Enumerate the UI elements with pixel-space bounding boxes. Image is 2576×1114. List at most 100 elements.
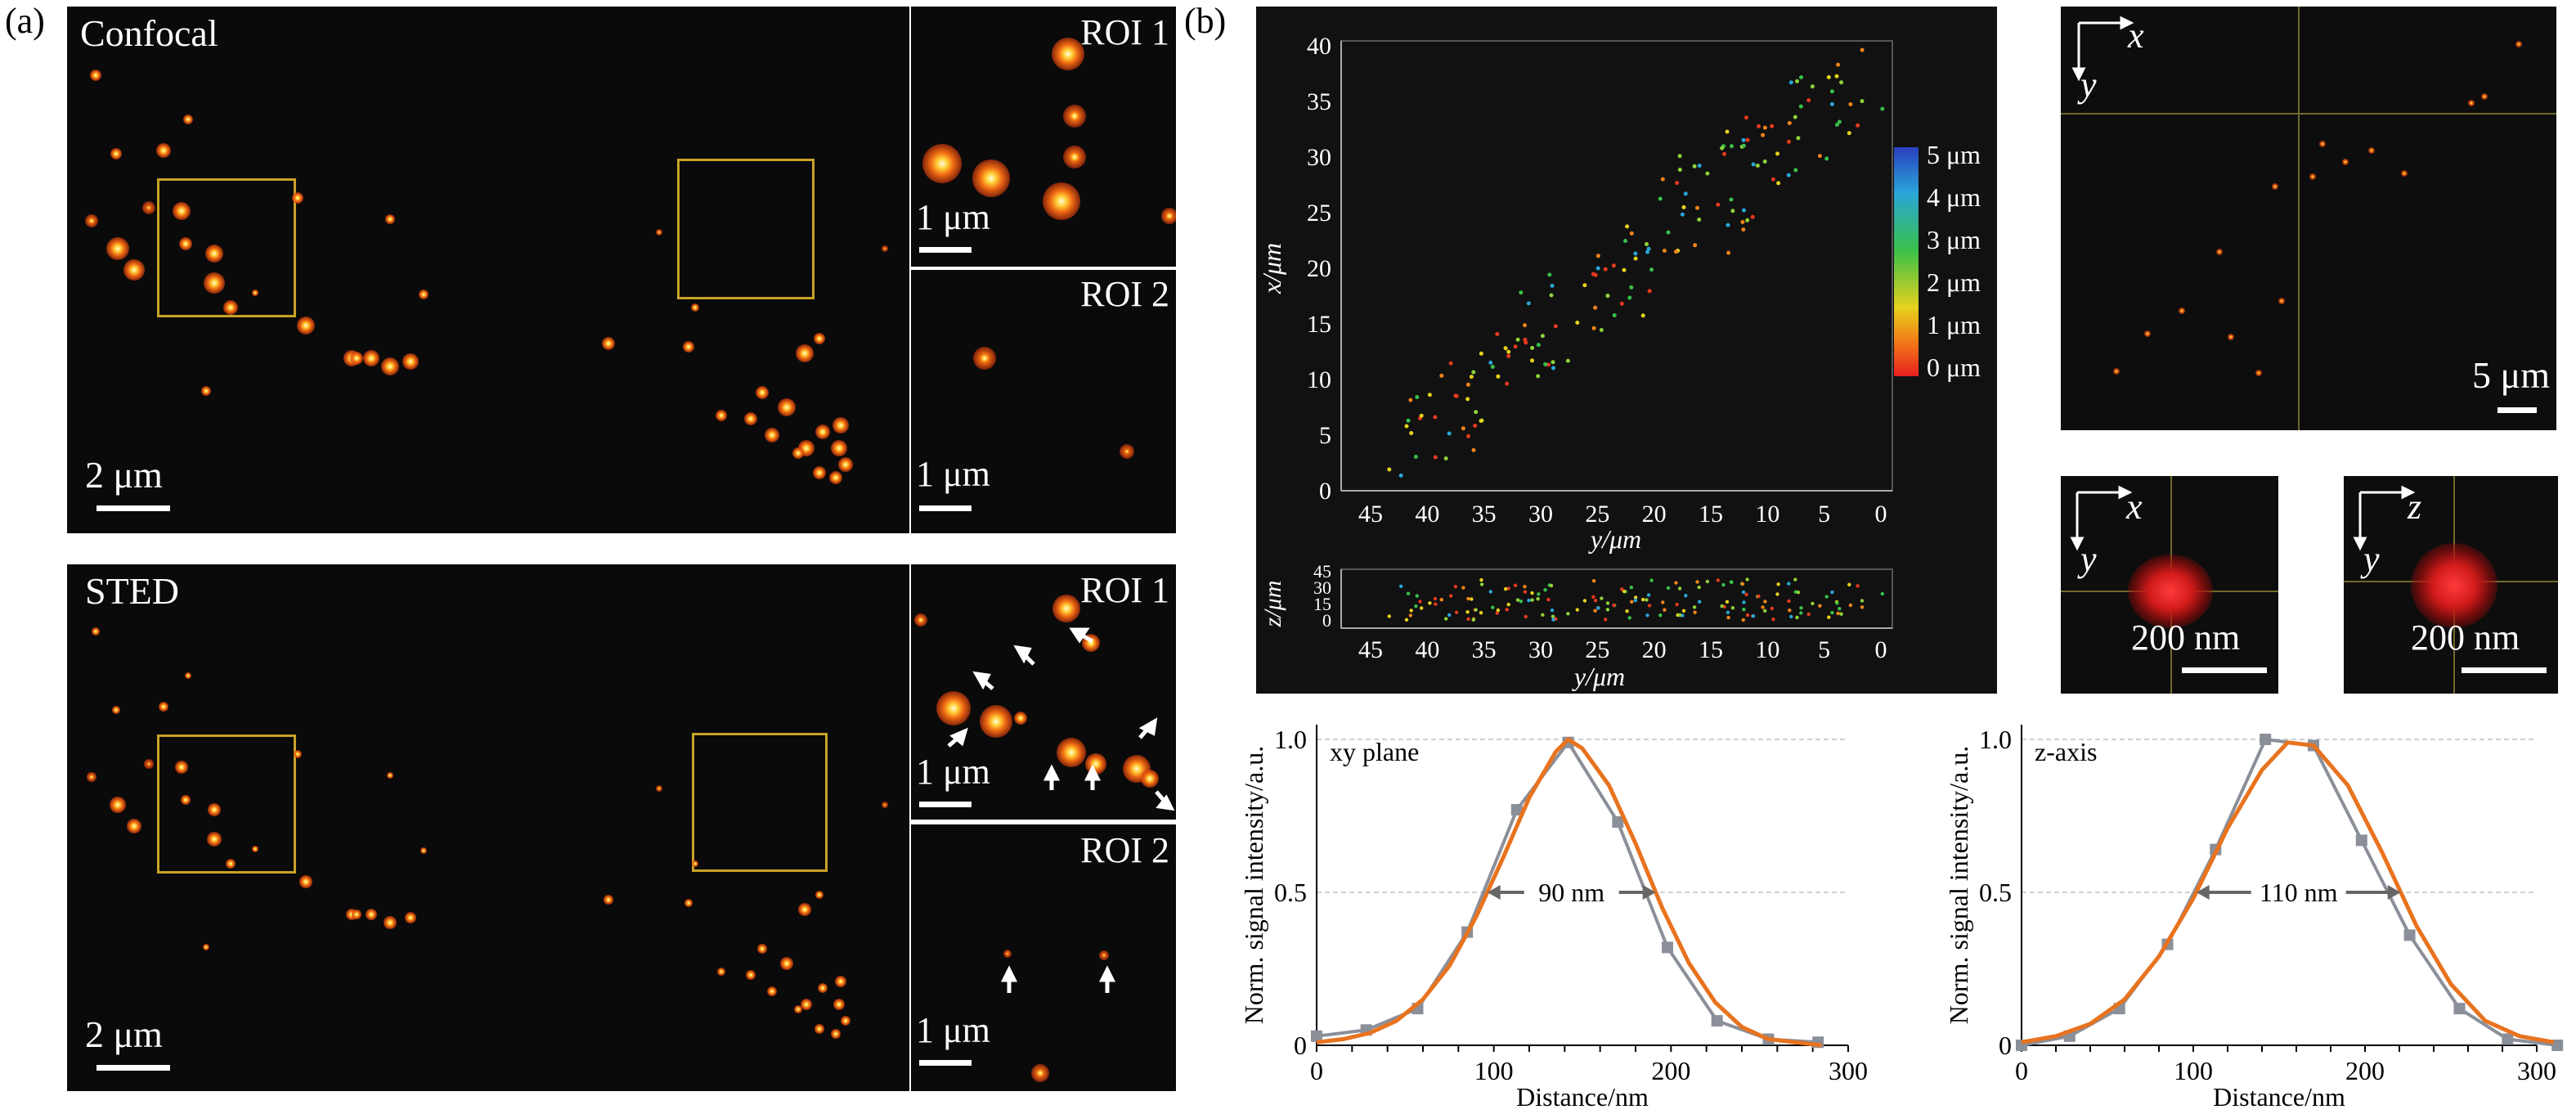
localization-point: [1633, 256, 1638, 261]
fluorescent-spot: [2255, 370, 2262, 376]
psf-xy-spot: [2128, 555, 2213, 628]
x-tick-label: 200: [2345, 1056, 2385, 1085]
side-point: [1799, 606, 1803, 610]
side-point: [1848, 603, 1853, 608]
fluorescent-spot: [756, 386, 769, 399]
fluorescent-spot: [2179, 308, 2185, 314]
side-point: [1692, 605, 1697, 609]
fluorescent-spot: [716, 410, 727, 421]
localization-point: [1740, 220, 1745, 224]
side-point: [1776, 582, 1780, 586]
depth-colorbar: [1894, 147, 1919, 376]
scatter-xtick: 10: [1755, 501, 1779, 528]
scatter-ytick: 25: [1307, 200, 1331, 227]
localization-point: [1469, 375, 1474, 380]
data-point: [2355, 834, 2367, 847]
side-point: [1787, 582, 1791, 586]
fluorescent-spot: [604, 895, 613, 905]
fluorescent-spot: [656, 229, 662, 236]
fluorescent-spot: [683, 341, 694, 353]
side-point: [1491, 605, 1495, 609]
side-point: [1741, 590, 1746, 595]
confocal-scale-bar: [96, 505, 170, 511]
fluorescent-spot: [297, 317, 315, 335]
y-tick-label: 0: [1294, 1031, 1307, 1060]
side-point: [1596, 606, 1600, 610]
x-tick-label: 0: [2015, 1056, 2028, 1085]
side-point: [1827, 615, 1831, 619]
scatter-ytick: 15: [1307, 311, 1331, 338]
confocal-title: Confocal: [80, 12, 218, 54]
localization-point: [1829, 101, 1834, 106]
scatter-ytick: 35: [1307, 88, 1331, 115]
localization-point: [1806, 98, 1811, 103]
fluorescent-spot: [110, 148, 122, 159]
scatter-3d-panel: 40 35 30 25 20 15 10 5 0 45 40 35 30 25 20 15 10 5 0 x/μm…: [1256, 7, 1997, 694]
fwhm-arrowhead-left: [2196, 885, 2210, 900]
localization-point: [1798, 104, 1803, 109]
localization-point: [1677, 168, 1682, 172]
x-axis-label: Distance/nm: [1516, 1082, 1649, 1109]
side-point: [1698, 600, 1702, 604]
localization-point: [1647, 289, 1652, 294]
fwhm-label: 110 nm: [2260, 878, 2338, 907]
fluorescent-spot: [1141, 770, 1159, 788]
localization-point: [1413, 455, 1418, 459]
localization-point: [1439, 373, 1444, 378]
side-point: [1470, 597, 1474, 601]
localization-point: [1839, 80, 1844, 85]
localization-point: [1697, 218, 1702, 222]
side-point: [1757, 594, 1761, 599]
fluorescent-spot: [2309, 173, 2316, 180]
side-point: [1433, 596, 1438, 601]
localization-point: [1680, 212, 1685, 217]
side-frame: [1340, 568, 1893, 629]
side-point: [1627, 616, 1631, 620]
side-point: [1399, 584, 1403, 588]
fluorescent-spot: [815, 891, 824, 899]
localization-point: [1625, 224, 1630, 229]
sted-roi2-title: ROI 2: [1080, 830, 1169, 870]
localization-point: [1692, 164, 1697, 168]
localization-point: [1448, 361, 1453, 366]
scatter-frame: [1340, 40, 1893, 492]
side-xtick: 0: [1875, 636, 1887, 663]
psf-xy-image: x y 200 nm: [2061, 476, 2278, 694]
side-point: [1506, 602, 1510, 607]
sted-roi2-scale-label: 1 μm: [916, 1010, 990, 1050]
fluorescent-spot: [252, 846, 258, 852]
localization-point: [1553, 324, 1558, 329]
side-point: [1726, 610, 1730, 614]
localization-point: [1536, 343, 1541, 348]
side-point: [1404, 618, 1409, 622]
fluorescent-spot: [204, 272, 225, 294]
localization-point: [1674, 249, 1678, 254]
side-point: [1471, 618, 1475, 622]
side-point: [1414, 604, 1418, 609]
fluorescent-spot: [838, 457, 853, 472]
fluorescent-spot: [780, 957, 793, 970]
sted-roi1-scale-label: 1 μm: [916, 752, 990, 792]
sted-roi2-image: ROI 2 1 μm: [911, 824, 1176, 1091]
fluorescent-spot: [765, 428, 779, 442]
sted-scale-label: 2 μm: [85, 1013, 163, 1055]
side-point: [1705, 579, 1710, 584]
panel-a-label: (a): [5, 1, 45, 41]
fluorescent-spot: [110, 797, 126, 813]
side-xtick: 5: [1818, 636, 1830, 663]
side-point: [1787, 599, 1791, 604]
localization-point: [1693, 243, 1698, 248]
side-point: [1726, 615, 1730, 620]
localization-point: [1603, 267, 1608, 272]
colorbar-label: 2 μm: [1927, 267, 1981, 297]
localization-point: [1847, 131, 1851, 136]
x-tick-label: 0: [1310, 1056, 1323, 1085]
colorbar-label: 0 μm: [1927, 353, 1981, 382]
fluorescent-spot: [405, 912, 416, 923]
localization-point: [1729, 197, 1734, 202]
confocal-roi1-image: ROI 1 1 μm: [911, 7, 1176, 267]
side-ylabel: z/μm: [1259, 581, 1286, 628]
fluorescent-spot: [829, 471, 842, 484]
side-point: [1420, 606, 1424, 610]
side-point: [1666, 586, 1671, 591]
